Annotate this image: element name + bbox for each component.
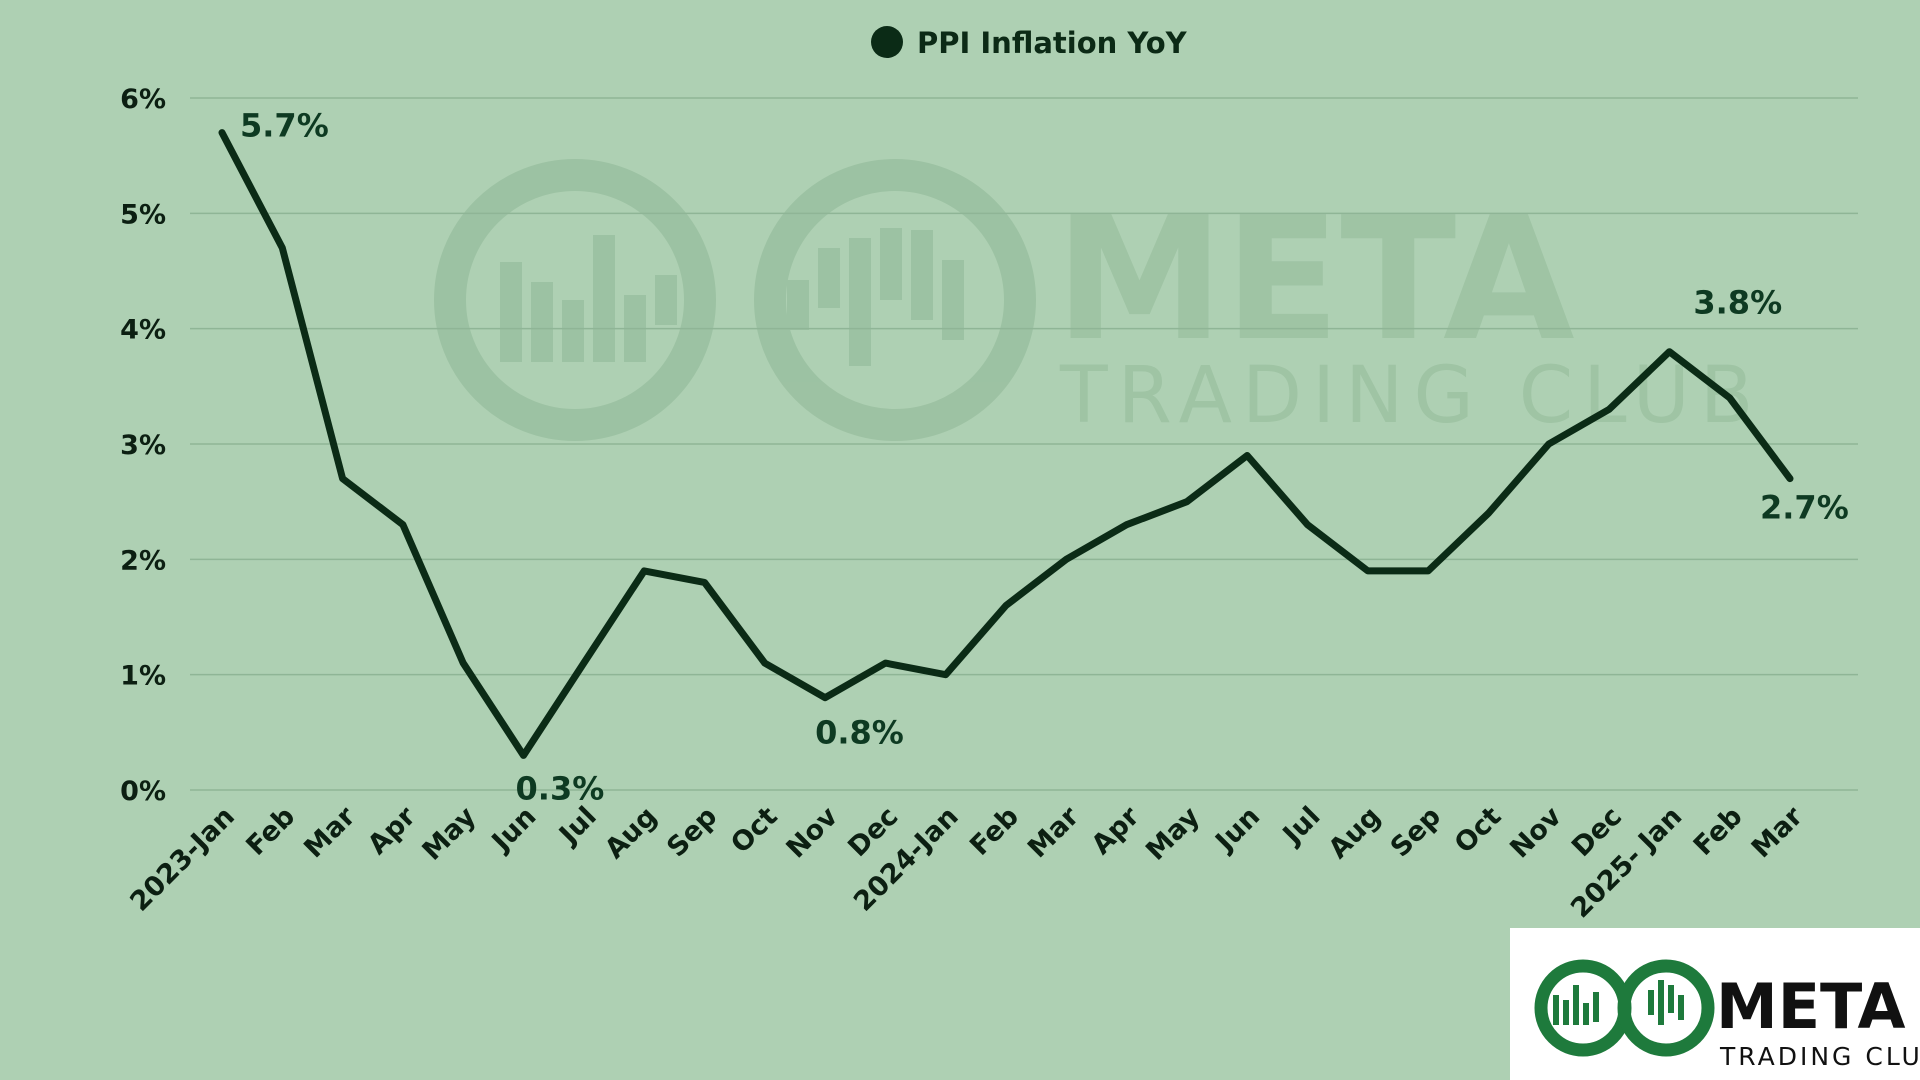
logo-right-ring [1617, 959, 1715, 1057]
x-tick-label: Nov [781, 801, 845, 865]
y-tick-label: 1% [120, 661, 166, 692]
watermark-title: META [1055, 181, 1575, 379]
y-tick-label: 5% [120, 199, 166, 230]
legend: PPI Inflation YoY [871, 26, 1188, 60]
x-tick-label: Jun [1209, 801, 1267, 859]
x-tick-label: Feb [240, 801, 301, 862]
data-label: 5.7% [240, 107, 329, 145]
watermark-left-ring [434, 159, 716, 441]
x-tick-label: Jun [485, 801, 543, 859]
x-tick-label: Mar [1746, 801, 1810, 865]
x-tick-label: Apr [1086, 801, 1146, 861]
y-tick-label: 4% [120, 315, 166, 346]
x-tick-label: Apr [362, 801, 422, 861]
brand-logo: META TRADING CLUB [1510, 928, 1920, 1080]
x-tick-label: Sep [1385, 801, 1447, 863]
series-ppi-inflation [218, 129, 1794, 759]
x-tick-label: Feb [964, 801, 1025, 862]
x-tick-label: Mar [1022, 801, 1086, 865]
logo-bars-icon [1553, 980, 1684, 1025]
watermark-bars-icon [500, 228, 964, 366]
y-axis-ticks: 0% 1% 2% 3% 4% 5% 6% [120, 84, 166, 807]
data-label: 0.8% [815, 714, 904, 752]
legend-label: PPI Inflation YoY [917, 26, 1188, 60]
data-labels: 5.7% 0.3% 0.8% 3.8% 2.7% [240, 107, 1849, 808]
y-tick-label: 2% [120, 545, 166, 576]
x-tick-label: Oct [1449, 801, 1508, 860]
x-tick-label: Mar [298, 801, 362, 865]
x-tick-label: Oct [725, 801, 784, 860]
y-tick-label: 3% [120, 430, 166, 461]
x-tick-label: Jul [1276, 801, 1327, 852]
x-tick-label: Sep [661, 801, 723, 863]
x-tick-label: 2025- Jan [1565, 801, 1688, 924]
series-line [218, 129, 1794, 759]
x-tick-label: Feb [1688, 801, 1749, 862]
watermark-logo: META TRADING CLUB [434, 159, 1763, 441]
data-label: 2.7% [1760, 489, 1849, 527]
x-tick-label: Nov [1504, 801, 1568, 865]
y-tick-label: 0% [120, 776, 166, 807]
logo-subtitle: TRADING CLUB [1719, 1042, 1920, 1071]
x-tick-label: 2023-Jan [124, 801, 241, 918]
x-tick-label: May [417, 801, 483, 867]
data-label: 3.8% [1693, 284, 1782, 322]
data-label: 0.3% [516, 769, 605, 807]
legend-marker [871, 26, 903, 58]
logo-title: META [1716, 970, 1906, 1043]
x-tick-label: Aug [1323, 801, 1387, 865]
x-tick-label: Aug [599, 801, 663, 865]
x-tick-label: May [1140, 801, 1206, 867]
y-tick-label: 6% [120, 84, 166, 115]
watermark-subtitle: TRADING CLUB [1059, 351, 1763, 441]
x-tick-label: Jul [552, 801, 603, 852]
watermark-right-ring [754, 159, 1036, 441]
grid-lines [190, 97, 1858, 791]
